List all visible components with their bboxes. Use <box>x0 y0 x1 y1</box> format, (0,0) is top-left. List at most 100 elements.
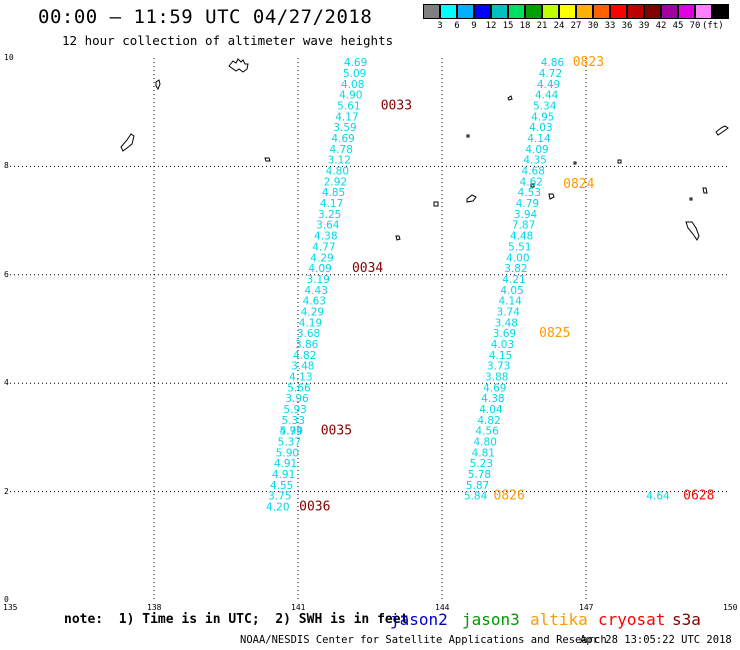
wave-height-value: 4.80 <box>326 166 349 178</box>
pass-time-label: 0033 <box>381 98 412 113</box>
wave-height-value: 4.86 <box>541 57 565 69</box>
wave-height-value: 3.19 <box>306 274 329 286</box>
pass-time-labels: 0823 0033 0824 0034 0825 0035 0036 0826 0628 <box>299 55 714 514</box>
color-swatch <box>525 4 542 19</box>
color-scale-label: 3 <box>437 21 443 31</box>
wave-height-value: 4.09 <box>525 144 548 156</box>
wave-height-value: 4.44 <box>535 90 559 102</box>
wave-height-value: 3.68 <box>297 328 320 340</box>
color-scale-label: 15 <box>502 21 514 31</box>
wave-height-value: 4.53 <box>518 187 541 199</box>
wave-height-value: 5.78 <box>468 469 491 481</box>
color-swatch <box>542 4 559 19</box>
wave-height-value: 2.92 <box>324 176 347 188</box>
wave-height-value: 4.94 <box>280 426 304 438</box>
wave-height-value: 4.78 <box>330 144 353 156</box>
color-swatch <box>559 4 576 19</box>
island <box>685 221 700 241</box>
y-tick-label: 6 <box>4 269 9 279</box>
wave-height-value: 4.43 <box>305 285 328 297</box>
page-title: 00:00 — 11:59 UTC 04/27/2018 <box>38 6 373 28</box>
island <box>120 133 135 152</box>
color-scale-label: 21 <box>536 21 548 31</box>
wave-height-value: 4.03 <box>529 122 552 134</box>
wave-height-value: 3.88 <box>485 371 508 383</box>
wave-height-value: 4.56 <box>475 426 499 438</box>
wave-height-value: 4.55 <box>270 480 293 492</box>
wave-height-value: 3.12 <box>328 155 351 167</box>
wave-height-value: 3.86 <box>295 339 319 351</box>
pass-time-label: 0825 <box>539 326 570 341</box>
wave-height-value: 3.96 <box>285 393 309 405</box>
wave-height-value: 4.38 <box>314 231 337 243</box>
island <box>228 58 249 73</box>
x-tick-label: 138 <box>147 603 162 612</box>
color-swatch <box>508 4 525 19</box>
wave-height-value: 4.19 <box>299 317 322 329</box>
footer-timestamp: Apr 28 13:05:22 UTC 2018 <box>580 634 732 646</box>
wave-height-value: 4.85 <box>322 187 345 199</box>
color-swatch <box>695 4 712 19</box>
wave-height-value: 4.64 <box>646 491 670 503</box>
color-scale-label: 18 <box>519 21 531 31</box>
satellite-jason3: jason3 <box>462 610 520 629</box>
island <box>715 125 729 136</box>
wave-height-value: 4.04 <box>479 404 503 416</box>
wave-height-value: 4.15 <box>489 350 512 362</box>
color-scale-label: 9 <box>471 21 477 31</box>
color-scale-label: 12 <box>485 21 497 31</box>
color-scale-label: 6 <box>454 21 460 31</box>
wave-height-value: 3.59 <box>333 122 356 134</box>
color-scale-label: 42 <box>655 21 667 31</box>
pass-time-label: 0823 <box>573 55 604 70</box>
wave-height-value: 4.14 <box>498 296 522 308</box>
color-swatch <box>423 4 440 19</box>
wave-height-value: 3.75 <box>268 491 291 503</box>
page-subtitle: 12 hour collection of altimeter wave hei… <box>62 33 394 48</box>
wave-height-value: 5.37 <box>278 437 301 449</box>
color-swatch <box>576 4 593 19</box>
wave-height-value: 5.93 <box>283 404 306 416</box>
wave-height-value: 3.74 <box>497 306 521 318</box>
wave-height-value: 5.90 <box>276 447 299 459</box>
wave-height-value: 4.09 <box>308 263 331 275</box>
wave-height-value: 4.05 <box>500 285 523 297</box>
wave-height-value: 4.72 <box>539 68 562 80</box>
island <box>617 159 622 164</box>
wave-height-value: 4.13 <box>289 371 312 383</box>
color-swatch <box>644 4 661 19</box>
y-tick-label: 0 <box>4 595 9 604</box>
wave-height-value: 3.25 <box>318 209 341 221</box>
wave-height-value: 4.20 <box>266 502 289 514</box>
color-scale-label: 27 <box>570 21 582 31</box>
wave-height-value: 4.14 <box>527 133 551 145</box>
wave-height-value: 4.82 <box>477 415 500 427</box>
wave-height-values: 4.695.094.084.905.614.173.594.694.783.12… <box>266 57 670 513</box>
satellite-s3a: s3a <box>672 610 701 629</box>
color-scale-label: 70 <box>689 21 701 31</box>
wave-height-value: 4.63 <box>303 296 326 308</box>
wave-height-value: 4.69 <box>344 57 367 69</box>
pass-time-label: 0824 <box>563 177 594 192</box>
color-scale-label: 36 <box>621 21 633 31</box>
color-swatch <box>678 4 695 19</box>
island <box>530 183 535 188</box>
y-tick-label: 4 <box>4 378 9 388</box>
wave-height-value: 4.35 <box>523 155 546 167</box>
wave-height-value: 4.17 <box>335 111 358 123</box>
wave-height-value: 5.34 <box>533 100 557 112</box>
wave-height-value: 5.09 <box>343 68 366 80</box>
satellite-altika: altika <box>530 610 588 629</box>
wave-height-value: 4.77 <box>312 241 335 253</box>
wave-height-value: 4.38 <box>481 393 504 405</box>
coastline-islands <box>120 58 729 241</box>
island <box>395 235 401 241</box>
island <box>264 157 271 162</box>
wave-height-value: 5.66 <box>287 382 311 394</box>
wave-height-value: 4.80 <box>474 437 497 449</box>
y-tick-label: 8 <box>4 161 9 171</box>
wave-height-value: 4.29 <box>310 252 333 264</box>
color-scale-label: (ft) <box>702 21 724 31</box>
pass-time-label: 0035 <box>321 424 352 439</box>
wave-height-value: 4.08 <box>341 79 364 91</box>
